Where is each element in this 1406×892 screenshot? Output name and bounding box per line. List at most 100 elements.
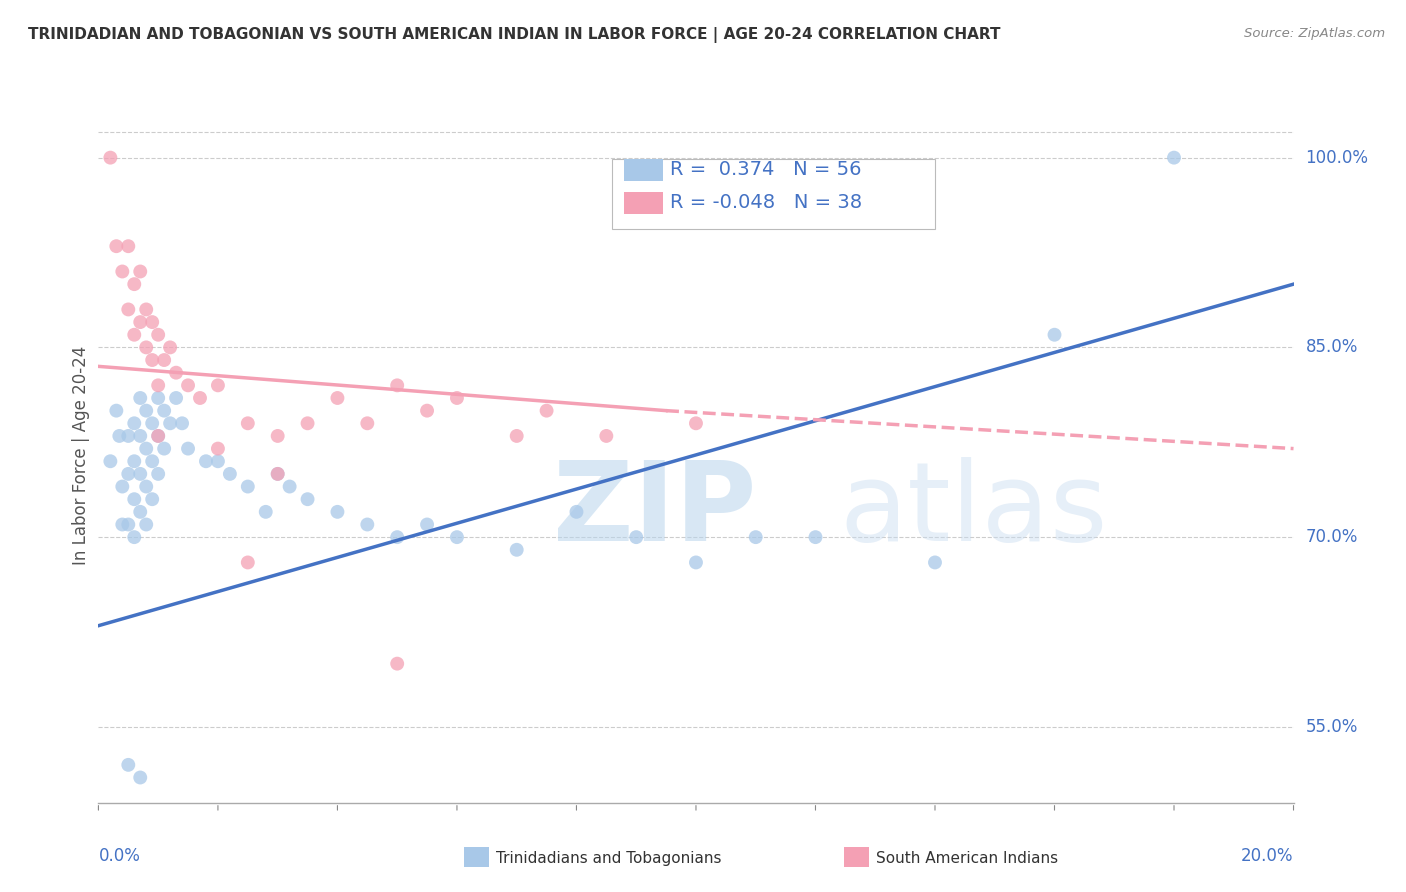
Point xyxy=(124,417,146,431)
Point xyxy=(385,378,409,392)
Point xyxy=(326,391,349,405)
Point xyxy=(135,302,157,317)
Text: 100.0%: 100.0% xyxy=(1305,149,1368,167)
Point xyxy=(188,391,211,405)
Text: 0.0%: 0.0% xyxy=(98,847,141,865)
Point xyxy=(236,479,259,493)
Point xyxy=(141,492,163,507)
Text: TRINIDADIAN AND TOBAGONIAN VS SOUTH AMERICAN INDIAN IN LABOR FORCE | AGE 20-24 C: TRINIDADIAN AND TOBAGONIAN VS SOUTH AMER… xyxy=(28,27,1001,43)
Point xyxy=(135,403,157,417)
Point xyxy=(117,467,139,481)
Point xyxy=(108,429,131,443)
Point xyxy=(129,429,152,443)
Point xyxy=(117,239,139,253)
Point xyxy=(207,454,229,468)
Point xyxy=(565,505,588,519)
Point xyxy=(207,442,229,456)
Point xyxy=(117,302,139,317)
Point xyxy=(1163,151,1185,165)
Point xyxy=(924,556,946,570)
Text: ZIP: ZIP xyxy=(553,457,756,564)
Point xyxy=(124,454,146,468)
Point xyxy=(159,417,181,431)
Point xyxy=(141,417,163,431)
Point xyxy=(141,315,163,329)
Point xyxy=(177,378,200,392)
Point xyxy=(159,340,181,354)
Point xyxy=(254,505,277,519)
Text: R =  0.374   N = 56: R = 0.374 N = 56 xyxy=(669,161,862,179)
Point xyxy=(148,327,170,342)
Point xyxy=(356,517,378,532)
FancyBboxPatch shape xyxy=(624,192,662,214)
Point xyxy=(416,403,439,417)
Point xyxy=(148,378,170,392)
Point xyxy=(124,492,146,507)
Text: R = -0.048   N = 38: R = -0.048 N = 38 xyxy=(669,193,862,212)
Point xyxy=(135,517,157,532)
Point xyxy=(385,657,409,671)
Point xyxy=(804,530,827,544)
Point xyxy=(297,417,319,431)
Text: Source: ZipAtlas.com: Source: ZipAtlas.com xyxy=(1244,27,1385,40)
Text: 85.0%: 85.0% xyxy=(1305,338,1358,357)
Point xyxy=(135,340,157,354)
FancyBboxPatch shape xyxy=(612,159,935,228)
Point xyxy=(177,442,200,456)
Point xyxy=(356,417,378,431)
Point xyxy=(267,429,290,443)
Point xyxy=(236,417,259,431)
Point xyxy=(219,467,242,481)
Point xyxy=(685,417,707,431)
Point xyxy=(98,454,122,468)
Point xyxy=(745,530,768,544)
Point xyxy=(506,429,529,443)
Point xyxy=(129,391,152,405)
Text: 20.0%: 20.0% xyxy=(1241,847,1294,865)
Point xyxy=(111,264,134,278)
Point xyxy=(536,403,558,417)
Point xyxy=(98,151,122,165)
Point xyxy=(207,378,229,392)
Point xyxy=(129,771,152,785)
Text: Trinidadians and Tobagonians: Trinidadians and Tobagonians xyxy=(496,851,721,865)
Point xyxy=(278,479,301,493)
Point xyxy=(416,517,439,532)
Point xyxy=(446,530,468,544)
Point xyxy=(129,264,152,278)
Point xyxy=(129,467,152,481)
Point xyxy=(1043,327,1066,342)
Point xyxy=(135,442,157,456)
Point xyxy=(685,556,707,570)
Point xyxy=(385,530,409,544)
Point xyxy=(111,517,134,532)
Point xyxy=(506,542,529,557)
Point xyxy=(165,366,187,380)
Point xyxy=(117,429,139,443)
Point xyxy=(624,530,647,544)
Point xyxy=(105,239,128,253)
Point xyxy=(124,327,146,342)
Text: atlas: atlas xyxy=(839,457,1108,564)
Point xyxy=(124,277,146,292)
Point xyxy=(236,556,259,570)
Point xyxy=(105,403,128,417)
Point xyxy=(595,429,617,443)
Point xyxy=(148,391,170,405)
Point xyxy=(153,442,176,456)
Y-axis label: In Labor Force | Age 20-24: In Labor Force | Age 20-24 xyxy=(72,345,90,565)
Point xyxy=(124,530,146,544)
Point xyxy=(129,315,152,329)
Point xyxy=(153,403,176,417)
Point xyxy=(194,454,218,468)
Point xyxy=(297,492,319,507)
Point xyxy=(135,479,157,493)
Point xyxy=(153,353,176,368)
Point xyxy=(267,467,290,481)
Text: South American Indians: South American Indians xyxy=(876,851,1059,865)
Point xyxy=(148,429,170,443)
Point xyxy=(326,505,349,519)
Point xyxy=(267,467,290,481)
Point xyxy=(141,454,163,468)
Point xyxy=(172,417,194,431)
